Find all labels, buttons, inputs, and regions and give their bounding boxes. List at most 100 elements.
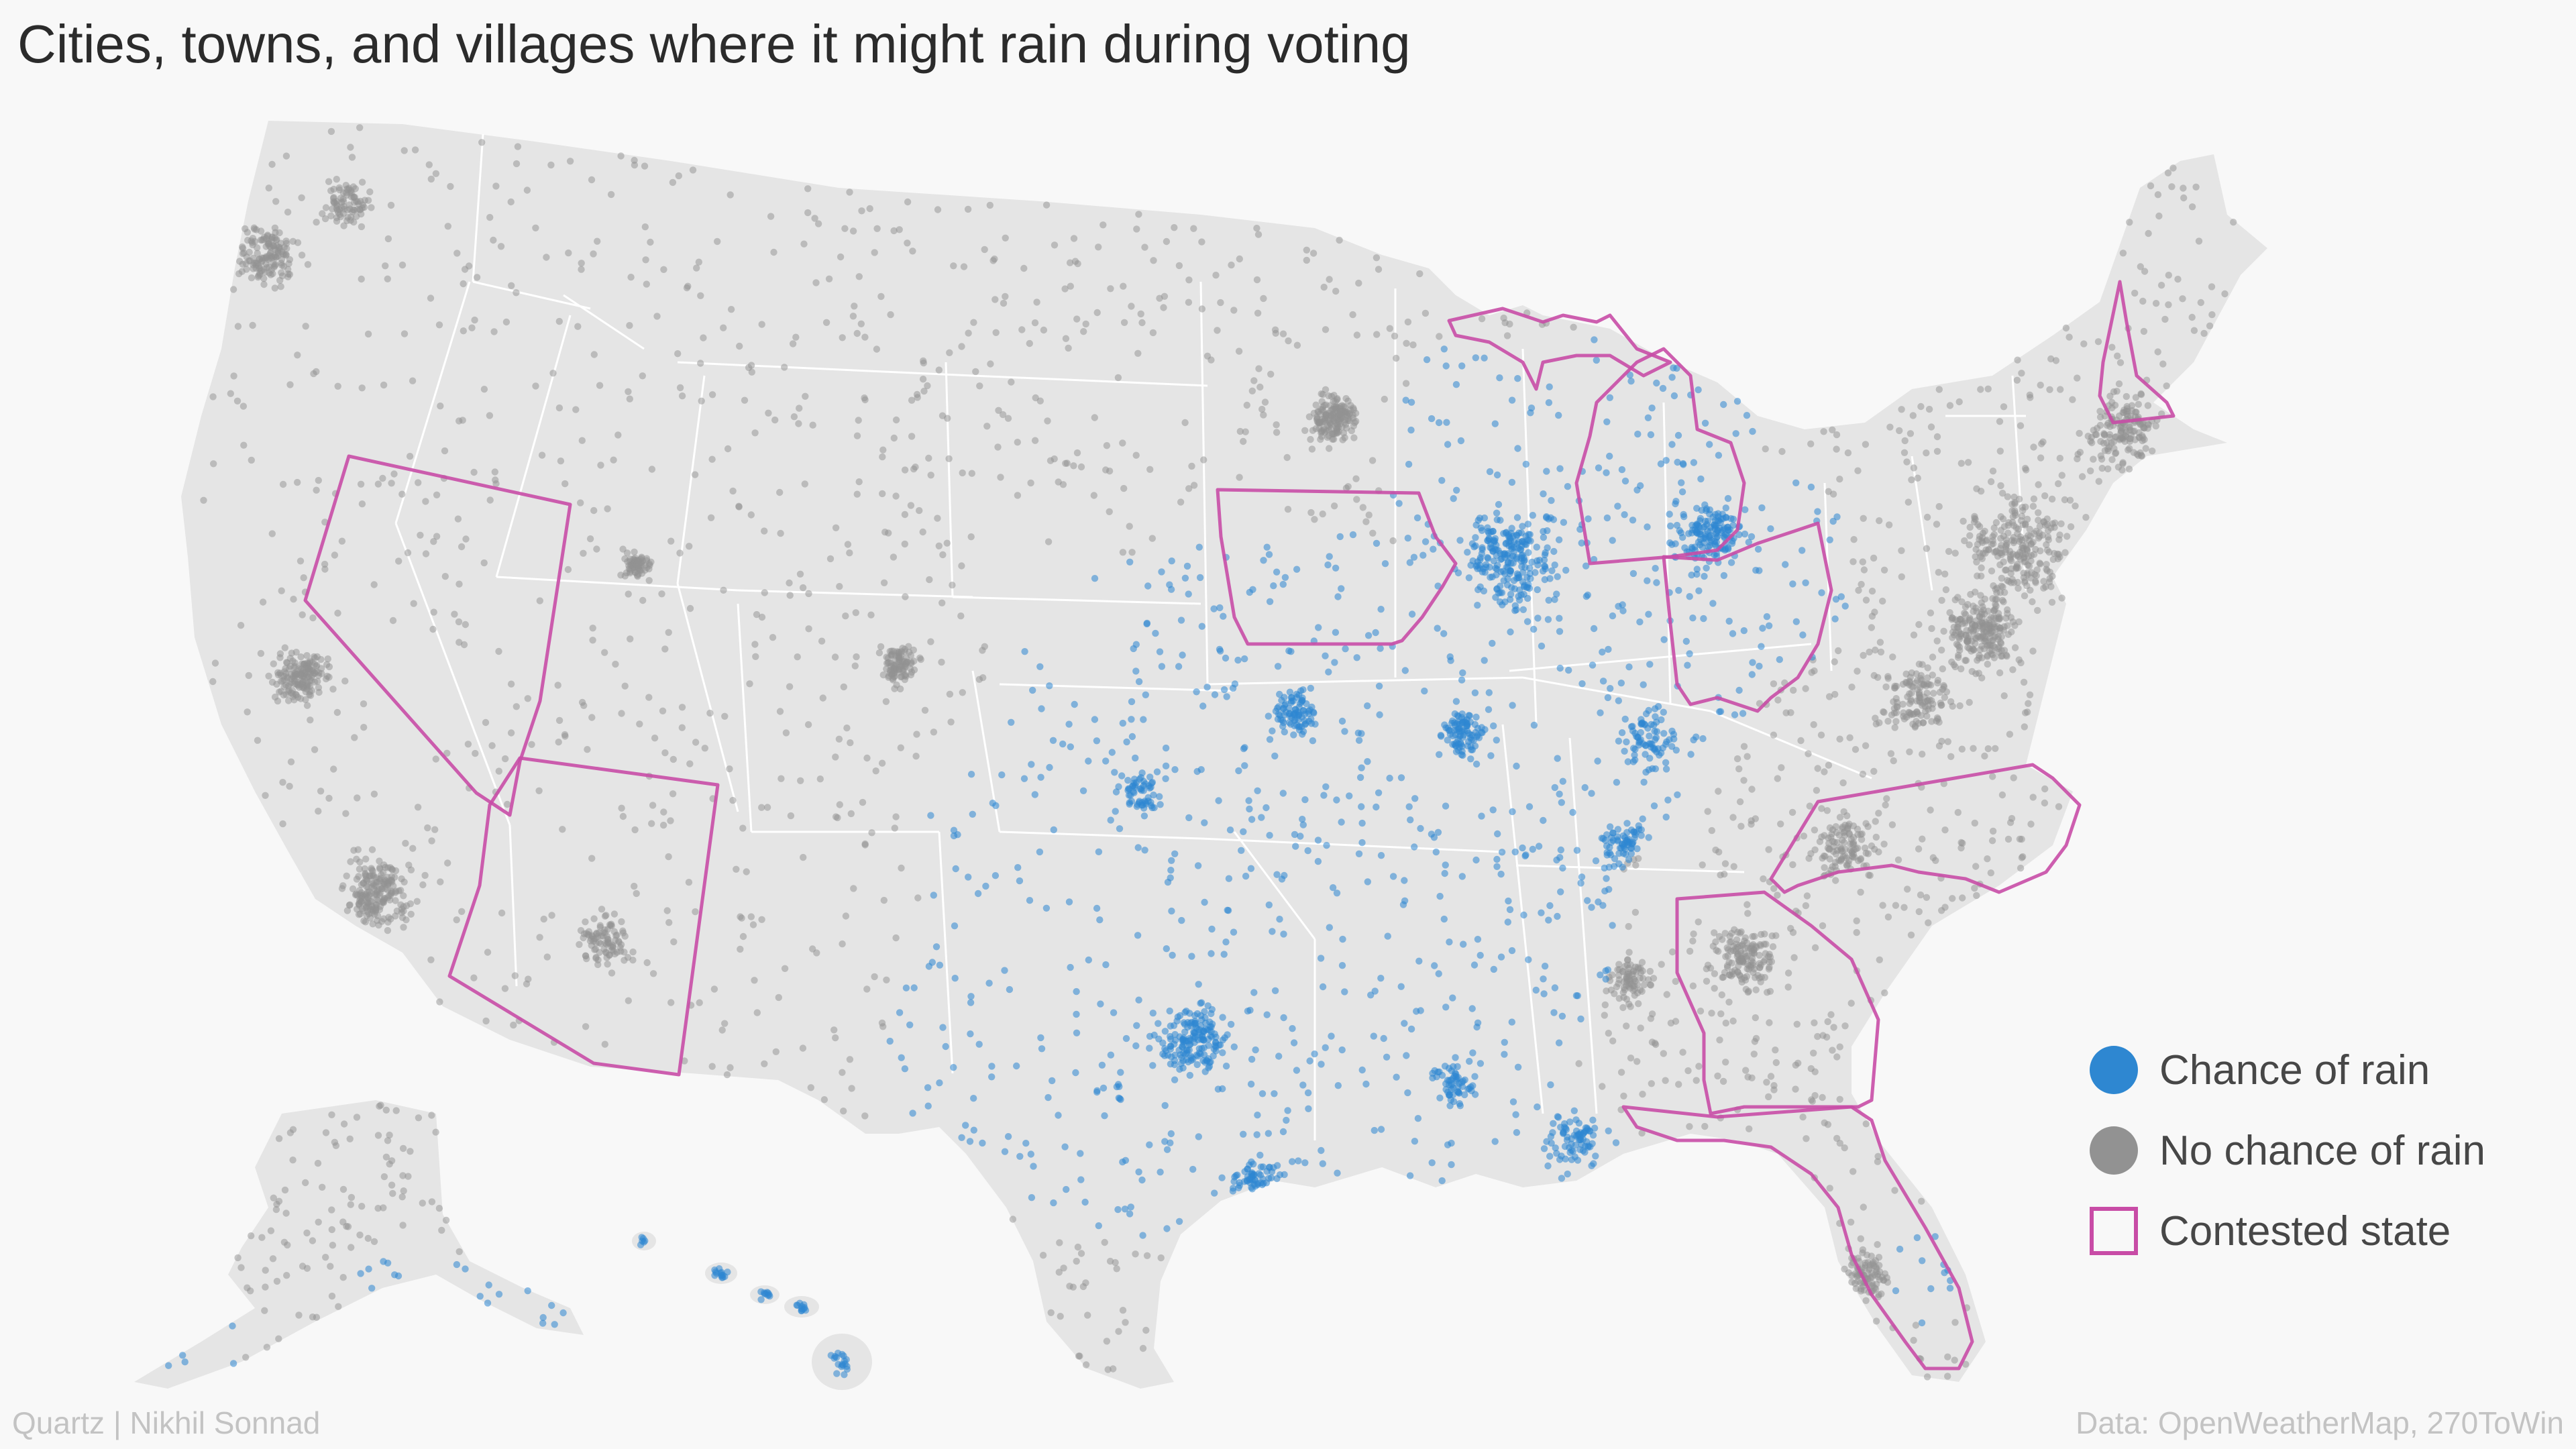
- rain-dot: [1081, 1198, 1089, 1206]
- rain-dot: [1218, 1174, 1226, 1181]
- rain-dot: [1435, 419, 1443, 427]
- no-rain-dot: [1832, 877, 1839, 884]
- rain-dot: [1506, 906, 1514, 914]
- no-rain-dot: [1813, 787, 1821, 794]
- rain-dot: [1578, 680, 1586, 688]
- no-rain-dot: [825, 275, 833, 282]
- no-rain-dot: [1951, 596, 1959, 604]
- no-rain-dot: [432, 755, 439, 763]
- rain-dot: [1540, 556, 1548, 564]
- rain-dot: [1358, 764, 1365, 771]
- no-rain-dot: [532, 224, 539, 231]
- no-rain-dot: [511, 972, 519, 979]
- no-rain-dot: [2135, 400, 2142, 408]
- no-rain-dot: [920, 357, 927, 365]
- rain-dot: [992, 802, 1000, 810]
- rain-dot: [1102, 961, 1110, 969]
- no-rain-dot: [1332, 398, 1340, 405]
- no-rain-dot: [1082, 1361, 1090, 1368]
- no-rain-dot: [1160, 304, 1167, 311]
- no-rain-dot: [277, 239, 284, 247]
- no-rain-dot: [1876, 719, 1883, 727]
- no-rain-dot: [1902, 670, 1910, 678]
- rain-dot: [1284, 1107, 1291, 1114]
- no-rain-dot: [2043, 567, 2051, 574]
- rain-dot: [1107, 1051, 1115, 1059]
- rain-dot: [1577, 879, 1585, 887]
- rain-dot: [1603, 418, 1611, 425]
- rain-dot: [1271, 1090, 1278, 1097]
- rain-dot: [1410, 553, 1418, 561]
- rain-dot: [1149, 1062, 1157, 1069]
- no-rain-dot: [444, 223, 451, 230]
- rain-dot: [1927, 1285, 1935, 1293]
- no-rain-dot: [889, 676, 897, 684]
- no-rain-dot: [2113, 388, 2121, 395]
- no-rain-dot: [1788, 808, 1796, 816]
- rain-dot: [1133, 1022, 1140, 1030]
- no-rain-dot: [836, 583, 843, 590]
- no-rain-dot: [280, 668, 288, 676]
- rain-dot: [1637, 736, 1644, 743]
- no-rain-dot: [2049, 520, 2056, 527]
- rain-dot: [1255, 1170, 1263, 1177]
- no-rain-dot: [916, 654, 924, 661]
- no-rain-dot: [1711, 929, 1718, 936]
- rain-dot: [1201, 819, 1208, 826]
- no-rain-dot: [1402, 380, 1410, 387]
- rain-dot: [1541, 576, 1548, 584]
- no-rain-dot: [669, 755, 677, 763]
- no-rain-dot: [1998, 582, 2005, 590]
- no-rain-dot: [584, 746, 591, 753]
- no-rain-dot: [751, 429, 759, 437]
- no-rain-dot: [586, 535, 594, 543]
- no-rain-dot: [310, 370, 317, 378]
- rain-dot: [1353, 654, 1360, 661]
- rain-dot: [1590, 625, 1598, 633]
- no-rain-dot: [2030, 495, 2038, 502]
- no-rain-dot: [1177, 498, 1185, 506]
- no-rain-dot: [1904, 885, 1911, 893]
- no-rain-dot: [2147, 182, 2155, 190]
- no-rain-dot: [211, 659, 219, 667]
- rain-dot: [1278, 696, 1285, 704]
- no-rain-dot: [1999, 515, 2007, 523]
- no-rain-dot: [782, 729, 790, 737]
- no-rain-dot: [1770, 680, 1778, 688]
- no-rain-dot: [313, 661, 321, 669]
- rain-dot: [1248, 816, 1256, 823]
- no-rain-dot: [893, 681, 900, 689]
- no-rain-dot: [1891, 684, 1899, 692]
- rain-dot: [1618, 729, 1626, 737]
- rain-dot: [1280, 1014, 1287, 1022]
- rain-dot: [1701, 572, 1708, 580]
- rain-dot: [1220, 686, 1228, 694]
- rain-dot: [1807, 483, 1815, 491]
- rain-dot: [1478, 724, 1485, 731]
- rain-dot: [1441, 869, 1448, 877]
- no-rain-dot: [625, 997, 632, 1004]
- no-rain-dot: [1956, 702, 1964, 710]
- no-rain-dot: [315, 808, 322, 815]
- no-rain-dot: [2047, 583, 2055, 590]
- no-rain-dot: [601, 939, 609, 947]
- no-rain-dot: [455, 580, 463, 588]
- rain-dot: [1126, 799, 1134, 806]
- no-rain-dot: [960, 263, 968, 270]
- no-rain-dot: [863, 754, 871, 762]
- no-rain-dot: [370, 873, 377, 880]
- rain-dot: [1740, 627, 1748, 635]
- no-rain-dot: [1344, 415, 1352, 423]
- no-rain-dot: [1770, 731, 1778, 739]
- no-rain-dot: [1327, 407, 1335, 415]
- no-rain-dot: [1847, 1000, 1855, 1007]
- rain-dot: [1504, 918, 1511, 926]
- rain-dot: [1333, 796, 1340, 804]
- no-rain-dot: [1070, 235, 1078, 242]
- rain-dot: [1440, 345, 1448, 353]
- no-rain-dot: [1819, 922, 1827, 930]
- rain-dot: [1513, 1129, 1521, 1136]
- rain-dot: [1573, 847, 1581, 854]
- no-rain-dot: [1132, 451, 1140, 459]
- no-rain-dot: [1726, 932, 1733, 940]
